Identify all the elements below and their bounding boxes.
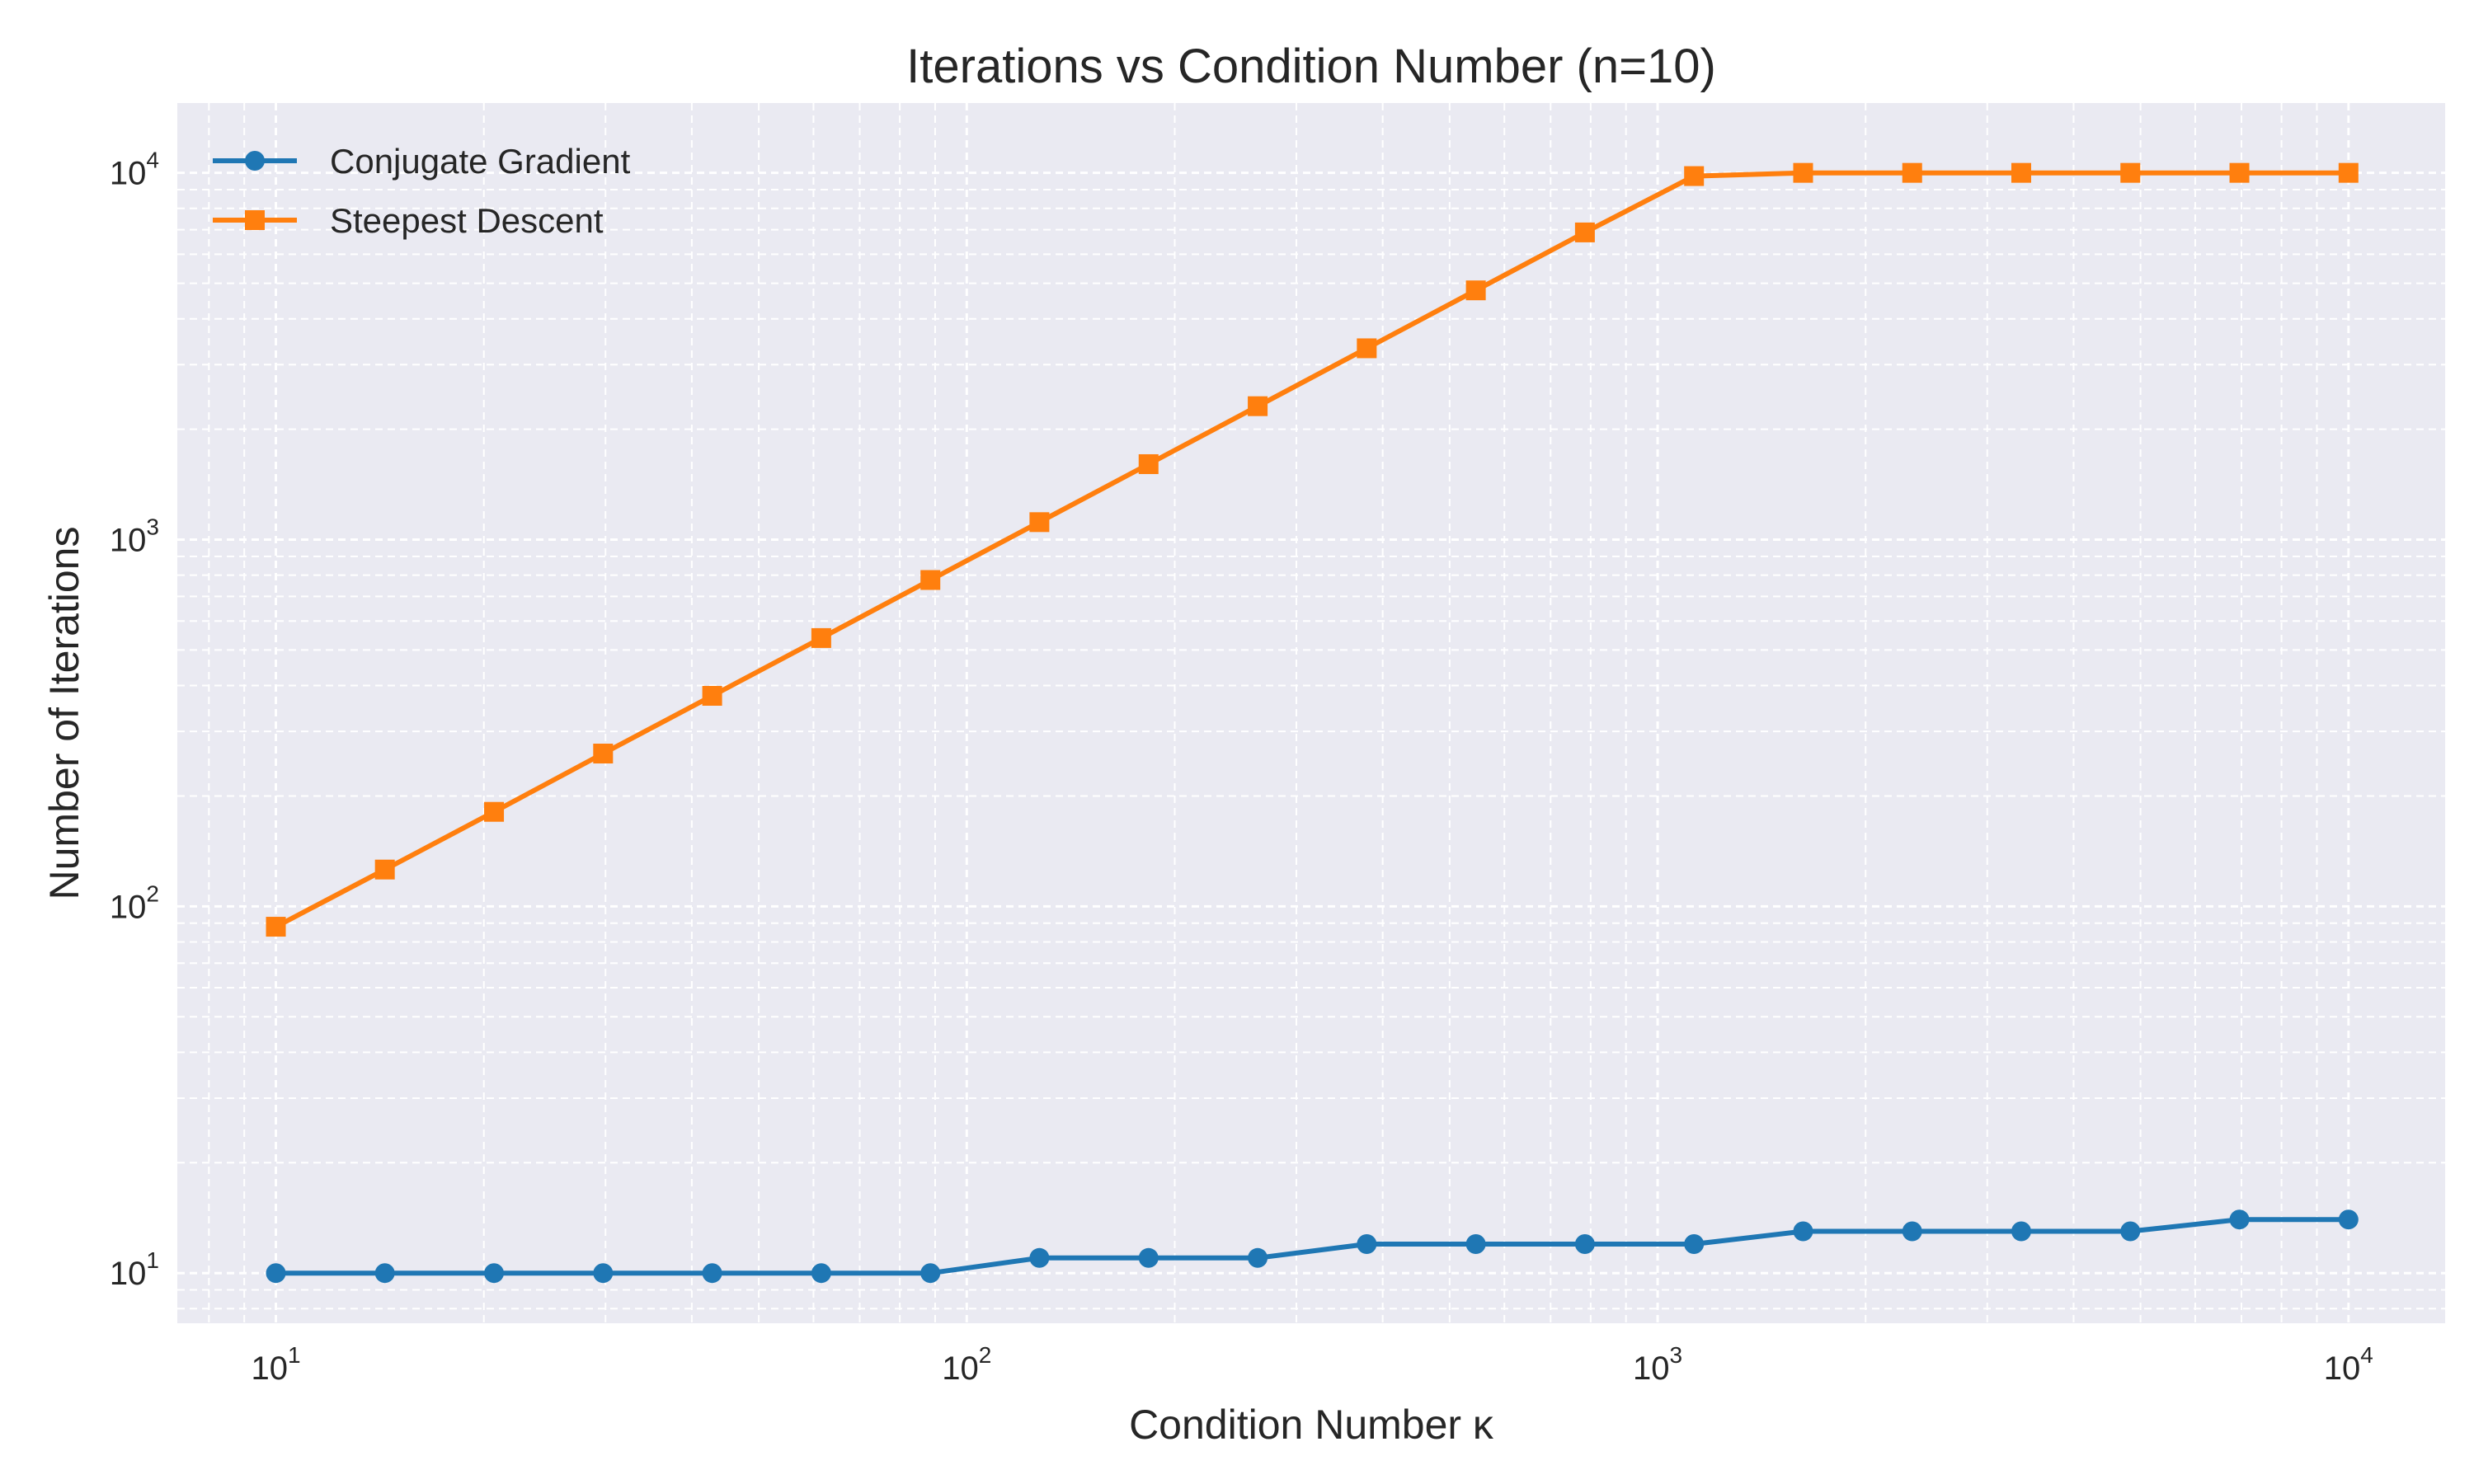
conjugate-gradient-point xyxy=(374,1263,395,1284)
steepest-descent-point xyxy=(2338,162,2359,183)
grid-lines xyxy=(177,103,2445,1323)
conjugate-gradient-point xyxy=(593,1263,614,1284)
conjugate-gradient-point xyxy=(1029,1247,1050,1268)
conjugate-gradient-point xyxy=(920,1263,941,1284)
steepest-descent-point xyxy=(811,627,831,648)
x-axis-label: Condition Number κ xyxy=(1129,1402,1494,1448)
steepest-descent-point xyxy=(2120,162,2141,183)
steepest-descent-point xyxy=(1138,453,1159,474)
steepest-descent-point xyxy=(2011,162,2031,183)
y-tick-label: 104 xyxy=(110,148,159,192)
y-tick-label: 101 xyxy=(110,1247,159,1292)
conjugate-gradient-point xyxy=(1793,1221,1813,1242)
conjugate-gradient-point xyxy=(1574,1233,1595,1254)
axis-ticks: 101 102 103 104 101 102 103 104 xyxy=(110,148,2373,1387)
steepest-descent-point xyxy=(1029,512,1050,533)
conjugate-gradient-point xyxy=(1902,1221,1922,1242)
steepest-descent-point xyxy=(920,570,941,590)
conjugate-gradient-point xyxy=(1357,1233,1377,1254)
steepest-descent-point xyxy=(374,859,395,880)
steepest-descent-point xyxy=(2229,162,2250,183)
x-tick-label: 103 xyxy=(1633,1342,1682,1387)
conjugate-gradient-point xyxy=(1248,1247,1268,1268)
conjugate-gradient-point xyxy=(2011,1221,2031,1242)
x-tick-label: 102 xyxy=(942,1342,991,1387)
steepest-descent-point xyxy=(1684,166,1705,186)
steepest-descent-line xyxy=(275,170,2349,929)
conjugate-gradient-point xyxy=(1138,1247,1159,1268)
conjugate-gradient-legend-label: Conjugate Gradient xyxy=(330,142,631,181)
chart-title: Iterations vs Condition Number (n=10) xyxy=(906,40,1716,93)
y-axis-label: Number of Iterations xyxy=(41,527,87,900)
steepest-descent-point xyxy=(1574,222,1595,242)
plot-area xyxy=(177,103,2445,1323)
steepest-descent-legend-label: Steepest Descent xyxy=(330,201,604,240)
steepest-descent-point xyxy=(1793,162,1813,183)
conjugate-gradient-point xyxy=(1465,1233,1486,1254)
steepest-descent-point xyxy=(1465,280,1486,301)
y-tick-label: 103 xyxy=(110,514,159,559)
steepest-descent-point xyxy=(593,744,614,764)
series-layer xyxy=(266,162,2359,1284)
steepest-descent-point xyxy=(266,917,286,937)
steepest-descent-point xyxy=(1357,338,1377,359)
conjugate-gradient-legend-marker xyxy=(245,151,265,171)
legend: Conjugate Gradient Steepest Descent xyxy=(213,142,631,240)
steepest-descent-point xyxy=(484,801,505,822)
conjugate-gradient-point xyxy=(484,1263,505,1284)
conjugate-gradient-point xyxy=(266,1263,286,1284)
conjugate-gradient-point xyxy=(1684,1233,1705,1254)
x-tick-label: 101 xyxy=(251,1342,300,1387)
conjugate-gradient-line xyxy=(275,1217,2349,1276)
conjugate-gradient-point xyxy=(2229,1209,2250,1230)
steepest-descent-point xyxy=(1248,396,1268,416)
conjugate-gradient-point xyxy=(2120,1221,2141,1242)
y-tick-label: 102 xyxy=(110,881,159,925)
x-tick-label: 104 xyxy=(2324,1342,2373,1387)
conjugate-gradient-point xyxy=(811,1263,831,1284)
steepest-descent-point xyxy=(702,686,722,707)
conjugate-gradient-point xyxy=(702,1263,722,1284)
steepest-descent-point xyxy=(1902,162,1922,183)
steepest-descent-legend-marker xyxy=(245,210,265,230)
conjugate-gradient-point xyxy=(2338,1209,2359,1230)
